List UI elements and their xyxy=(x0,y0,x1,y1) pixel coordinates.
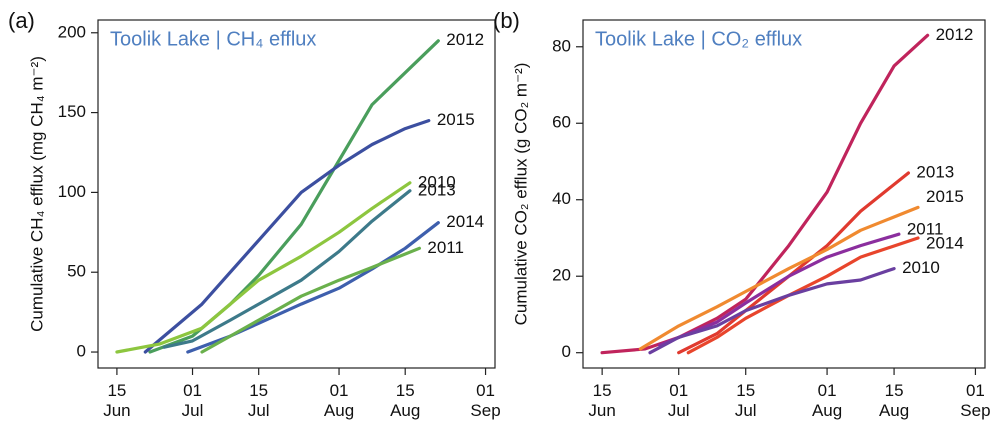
series-line xyxy=(648,267,896,355)
x-tick-label: 01 Jul xyxy=(668,381,690,420)
y-tick-label: 50 xyxy=(67,262,86,281)
chart-title: Toolik Lake | CH₄ efflux xyxy=(110,28,316,50)
series-line xyxy=(638,205,920,351)
x-tick-label: 15 Aug xyxy=(879,381,909,420)
x-tick-label: 15 Aug xyxy=(390,381,420,420)
y-tick-label: 60 xyxy=(552,113,571,132)
series-label: 2011 xyxy=(427,238,464,257)
series-label: 2010 xyxy=(418,172,456,191)
y-tick-label: 0 xyxy=(562,342,571,361)
x-tick-label: 15 Jul xyxy=(735,381,757,420)
x-tick-label: 01 Aug xyxy=(324,381,354,420)
series-line xyxy=(148,39,440,354)
chart-title: Toolik Lake | CO₂ efflux xyxy=(595,28,802,50)
series-label: 2013 xyxy=(916,162,954,181)
y-tick-label: 40 xyxy=(552,189,571,208)
series-line xyxy=(200,246,421,354)
y-tick-label: 100 xyxy=(58,182,86,201)
x-tick-label: 01 Jul xyxy=(182,381,204,420)
y-tick-label: 150 xyxy=(58,102,86,121)
x-tick-label: 01 Aug xyxy=(812,381,842,420)
series-label: 2014 xyxy=(446,212,484,231)
plot-frame xyxy=(582,19,986,369)
x-tick-label: 15 Jul xyxy=(248,381,270,420)
series-label: 2013 xyxy=(418,180,456,199)
y-tick-label: 0 xyxy=(77,342,86,361)
y-axis-label: Cumulative CH₄ efflux (mg CH₄ m⁻²) xyxy=(27,56,46,332)
x-tick-label: 15 Jun xyxy=(588,381,615,420)
series-line xyxy=(115,181,412,354)
y-axis-label: Cumulative CO₂ efflux (g CO₂ m⁻²) xyxy=(511,63,530,326)
series-label: 2010 xyxy=(902,258,940,277)
series-line xyxy=(658,232,901,347)
plot-frame xyxy=(97,19,496,369)
x-tick-label: 01 Sep xyxy=(960,381,990,420)
series-label: 2014 xyxy=(926,233,964,252)
series-line xyxy=(162,189,412,349)
series-line xyxy=(186,221,440,354)
series-label: 2012 xyxy=(446,30,484,49)
series-line xyxy=(143,119,431,354)
y-tick-label: 20 xyxy=(552,266,571,285)
y-tick-label: 200 xyxy=(58,22,86,41)
series-label: 2015 xyxy=(437,110,475,129)
y-tick-label: 80 xyxy=(552,36,571,55)
series-label: 2012 xyxy=(936,25,974,44)
series-label: 2011 xyxy=(907,220,944,239)
panel-label: (a) xyxy=(8,8,35,33)
x-tick-label: 15 Jun xyxy=(103,381,130,420)
panel-label: (b) xyxy=(493,8,520,33)
series-label: 2015 xyxy=(926,187,964,206)
series-line xyxy=(686,236,920,355)
x-tick-label: 01 Sep xyxy=(470,381,500,420)
